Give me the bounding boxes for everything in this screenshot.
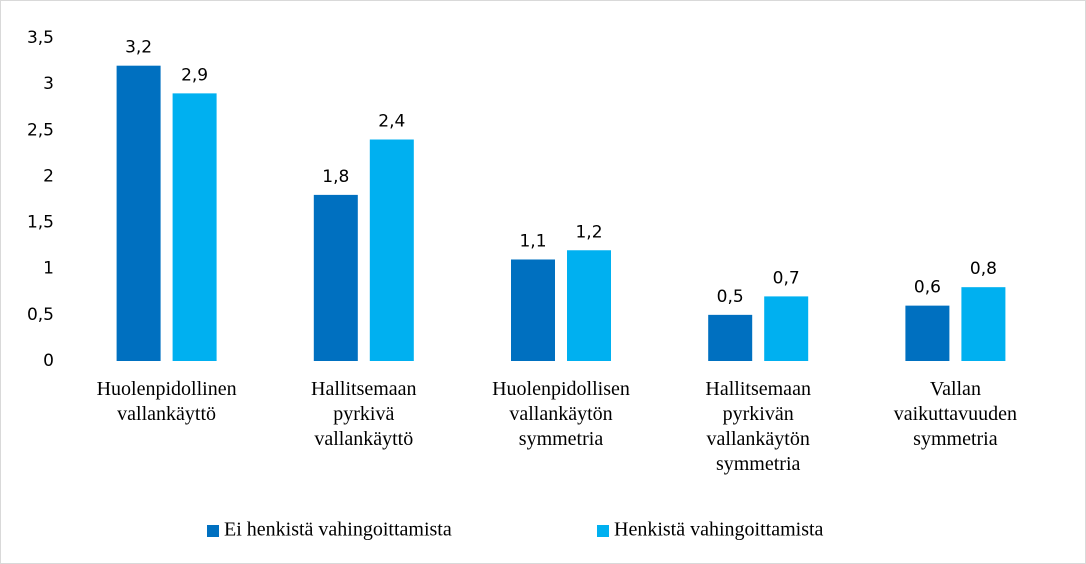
- y-tick-label: 2: [43, 166, 54, 186]
- value-label: 3,2: [125, 38, 152, 58]
- legend-label: Ei henkistä vahingoittamista: [224, 519, 452, 541]
- bar: [369, 139, 414, 361]
- value-label: 1,1: [519, 231, 546, 251]
- value-label: 1,2: [575, 222, 602, 242]
- value-label: 0,7: [773, 268, 800, 288]
- x-tick-label: Huolenpidollinen vallankäyttö: [97, 378, 237, 425]
- x-tick-label: Huolenpidollisen vallankäytön symmetria: [492, 378, 630, 450]
- y-tick-label: 1,5: [27, 213, 54, 233]
- x-tick-label: Vallan vaikuttavuuden symmetria: [894, 378, 1017, 450]
- bar: [313, 194, 358, 361]
- x-tick-label: Hallitsemaan pyrkivä vallankäyttö: [311, 378, 417, 450]
- value-label: 2,4: [378, 112, 405, 132]
- value-label: 1,8: [322, 167, 349, 187]
- legend-swatch: [597, 525, 609, 537]
- bar: [961, 287, 1006, 361]
- value-label: 0,6: [914, 278, 941, 298]
- y-tick-label: 0,5: [27, 305, 54, 325]
- bar: [511, 259, 555, 361]
- bar: [905, 305, 950, 361]
- y-tick-label: 3: [43, 74, 54, 94]
- value-label: 0,5: [717, 287, 744, 307]
- y-tick-label: 3,5: [27, 28, 54, 48]
- x-tick-label: Hallitsemaan pyrkivän vallankäytön symmetri…: [705, 378, 811, 475]
- y-tick-label: 1: [43, 259, 54, 279]
- value-label: 0,8: [970, 259, 997, 279]
- legend-swatch: [207, 525, 219, 537]
- bar: [567, 250, 611, 361]
- value-label: 2,9: [181, 65, 208, 85]
- bar: [708, 314, 753, 361]
- y-tick-label: 2,5: [27, 120, 54, 140]
- bar: [764, 296, 809, 361]
- legend-label: Henkistä vahingoittamista: [614, 519, 824, 541]
- y-tick-label: 0: [43, 351, 54, 371]
- bar: [172, 93, 217, 361]
- bar: [116, 65, 161, 361]
